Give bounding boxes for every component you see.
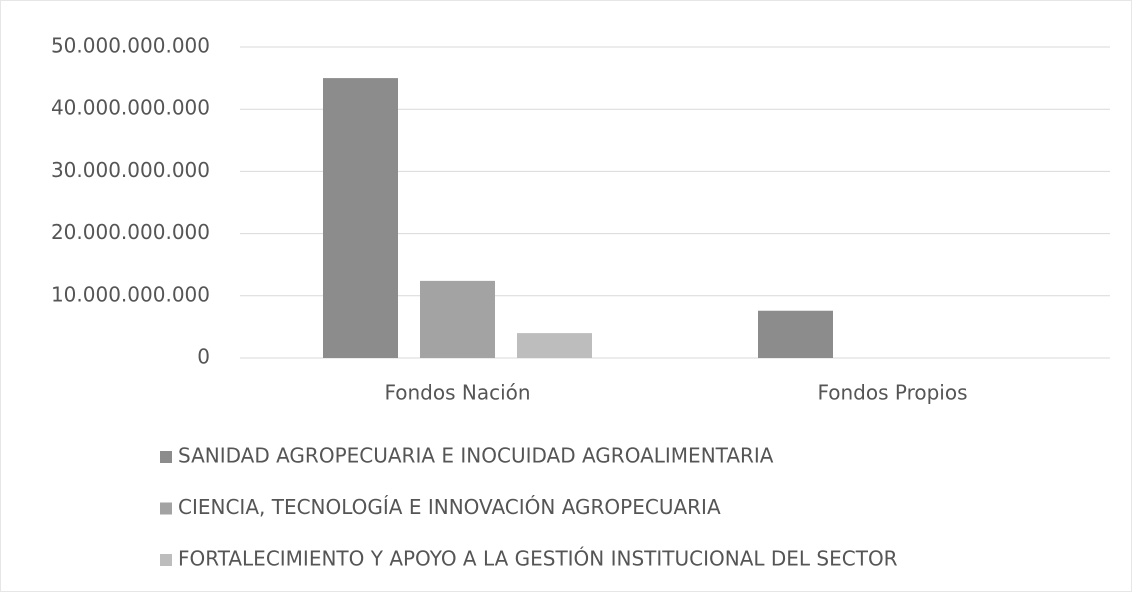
bar: [517, 333, 592, 358]
bar: [323, 78, 398, 358]
y-tick-label: 10.000.000.000: [51, 282, 210, 306]
x-tick-label: Fondos Nación: [384, 381, 530, 405]
legend-swatch: [160, 502, 172, 515]
y-tick-label: 40.000.000.000: [51, 96, 210, 120]
legend-label: CIENCIA, TECNOLOGÍA E INNOVACIÓN AGROPEC…: [178, 495, 721, 519]
legend-swatch: [160, 554, 172, 566]
bar: [758, 310, 833, 358]
bar: [420, 280, 495, 358]
y-tick-label: 20.000.000.000: [51, 220, 210, 244]
x-tick-label: Fondos Propios: [817, 381, 967, 405]
y-tick-label: 30.000.000.000: [51, 158, 210, 182]
y-tick-label: 50.000.000.000: [51, 34, 210, 58]
legend-label: SANIDAD AGROPECUARIA E INOCUIDAD AGROALI…: [178, 444, 774, 468]
y-tick-label: 0: [197, 345, 210, 369]
legend-label: FORTALECIMIENTO Y APOYO A LA GESTIÓN INS…: [178, 547, 898, 571]
legend-swatch: [160, 451, 172, 463]
